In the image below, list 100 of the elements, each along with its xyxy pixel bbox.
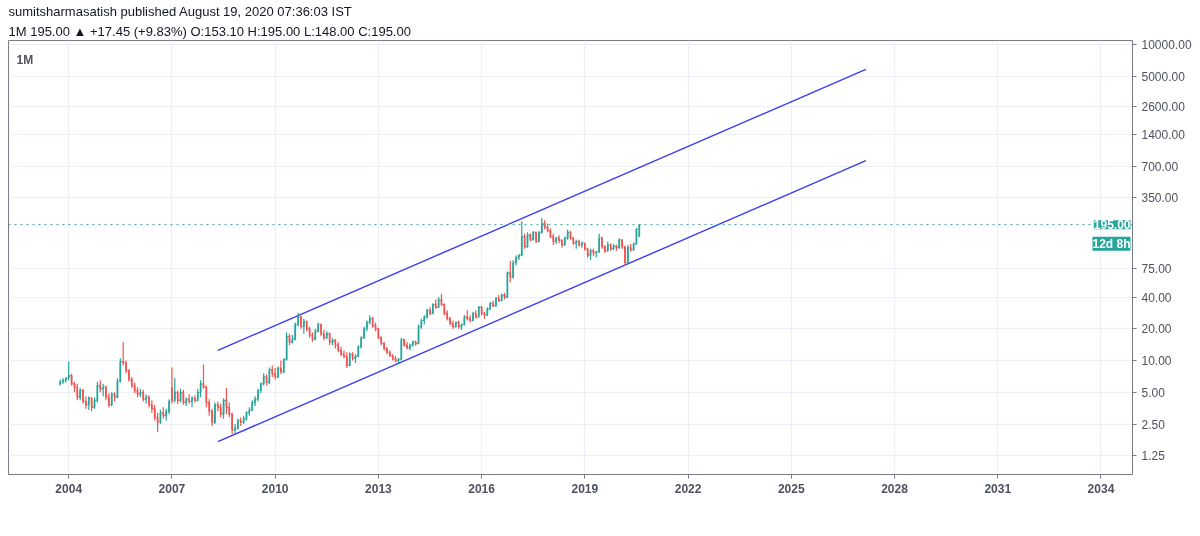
candlestick (345, 351, 348, 369)
candlestick (110, 391, 113, 407)
candlestick (466, 309, 469, 322)
candlestick (400, 337, 403, 362)
x-tick-label: 2034 (1087, 481, 1115, 496)
candlestick (561, 238, 563, 249)
candlestick (237, 418, 239, 431)
candlestick (79, 387, 82, 401)
candlestick (495, 296, 497, 308)
x-tick-label: 2007 (158, 481, 186, 496)
y-tick-label: 1.25 (1141, 449, 1166, 464)
candlestick (340, 346, 342, 357)
candlestick (618, 237, 621, 250)
candlestick (581, 240, 583, 249)
candlestick (629, 243, 632, 253)
y-tick-label: 10.00 (1141, 354, 1172, 369)
candlestick (214, 401, 216, 425)
y-tick-label: 75.00 (1141, 261, 1172, 276)
candlestick (411, 339, 414, 348)
x-tick-label: 2028 (881, 481, 909, 496)
candlestick (414, 339, 417, 347)
candlestick (429, 306, 431, 316)
x-tick-label: 2022 (674, 481, 702, 496)
annotation: 12d 8h (1092, 236, 1131, 251)
candlestick (543, 219, 546, 231)
candlestick (133, 381, 136, 394)
candlestick (251, 399, 254, 412)
y-tick-label: 2.50 (1141, 417, 1166, 432)
candlestick (59, 379, 61, 387)
candlestick (320, 322, 322, 337)
candlestick (586, 247, 589, 259)
candlestick (188, 393, 190, 405)
candlestick (302, 318, 305, 335)
x-tick-label: 2031 (984, 481, 1012, 496)
candlestick (492, 300, 494, 308)
candlestick (328, 331, 331, 346)
candlestick (171, 366, 173, 405)
candlestick (409, 342, 411, 351)
candlestick (194, 394, 196, 404)
annotation: 1M (16, 52, 34, 67)
candlestick (162, 406, 165, 420)
candlestick (475, 309, 477, 320)
candlestick (142, 389, 145, 402)
y-tick-label: 1400.00 (1141, 127, 1186, 142)
x-tick-label: 2004 (55, 481, 83, 496)
candlestick (500, 293, 503, 302)
y-tick-label: 5000.00 (1141, 69, 1186, 84)
candlestick (532, 230, 535, 242)
y-tick-label: 20.00 (1141, 322, 1172, 337)
candlestick (337, 341, 340, 353)
candlestick (102, 383, 104, 397)
candlestick (76, 383, 79, 401)
x-tick-label: 2010 (261, 481, 289, 496)
candlestick (454, 320, 457, 329)
candlestick (403, 338, 406, 348)
candlestick (219, 403, 222, 418)
candlestick (271, 364, 274, 378)
candlestick (452, 319, 454, 330)
y-tick-label: 700.00 (1141, 159, 1179, 174)
candlestick (280, 359, 282, 375)
y-tick-label: 2600.00 (1141, 99, 1186, 114)
candlestick (277, 365, 279, 379)
candlestick (477, 305, 480, 319)
x-tick-label: 2016 (468, 481, 496, 496)
ref-line-label: 195.00 (1093, 218, 1131, 233)
candlestick (535, 230, 537, 244)
candlestick (472, 311, 474, 323)
candlestick (529, 232, 532, 243)
candlestick (432, 302, 434, 315)
candlestick (371, 316, 374, 329)
candlestick (90, 396, 93, 412)
candlestick (391, 353, 394, 362)
candlestick (82, 388, 84, 405)
candlestick (274, 367, 277, 381)
chart-title: sumitsharmasatish published August 19, 2020 07:36:03 IST (8, 4, 352, 19)
x-tick-label: 2019 (571, 481, 599, 496)
candlestick (62, 377, 64, 385)
y-tick-label: 350.00 (1141, 191, 1179, 206)
candlestick (145, 393, 147, 405)
candlestick (578, 239, 580, 248)
candlestick (558, 234, 560, 244)
candlestick (191, 395, 193, 408)
y-tick-label: 40.00 (1141, 290, 1172, 305)
candlestick (512, 259, 515, 280)
candlestick (386, 346, 388, 355)
candlestick (87, 395, 90, 411)
candlestick (389, 349, 391, 358)
candlestick (348, 351, 351, 368)
candlestick (555, 236, 558, 245)
x-tick-label: 2013 (365, 481, 393, 496)
candlestick (406, 341, 408, 350)
chart-subtitle: 1M 195.00 ▲ +17.45 (+9.83%) O:153.10 H:195.00 L:148.00 C:195.00 (8, 24, 411, 39)
x-tick-label: 2025 (777, 481, 805, 496)
candlestick (601, 236, 603, 250)
candlestick (626, 244, 629, 264)
candlestick (300, 314, 302, 330)
candlestick (609, 242, 612, 252)
candlestick (234, 423, 236, 435)
candlestick (575, 239, 578, 250)
candlestick (176, 389, 179, 405)
